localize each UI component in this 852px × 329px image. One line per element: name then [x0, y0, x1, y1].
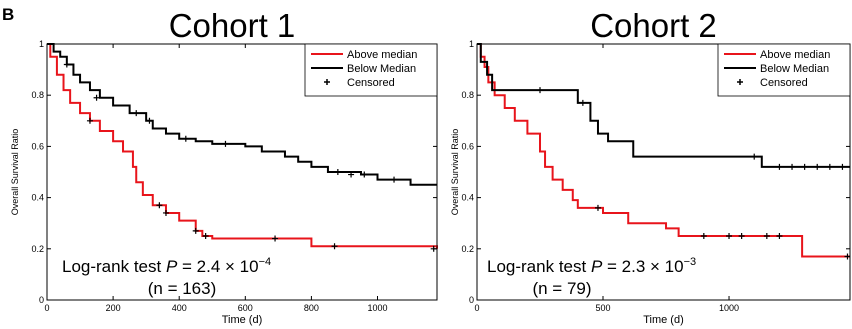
- censored-mark: [331, 243, 338, 250]
- censored-mark: [146, 117, 153, 124]
- censored-mark: [789, 163, 796, 170]
- y-tick-label: 0: [39, 295, 44, 305]
- plot-frame: [46, 43, 438, 301]
- censored-mark: [594, 204, 601, 211]
- censored-mark: [348, 171, 355, 178]
- chart: Cohort 2 0 0.2 0.4 0.6 0.8 1 0 500 1000 Time (d) Ov…: [450, 7, 851, 326]
- legend-label: Censored: [347, 77, 395, 89]
- censored-mark: [738, 233, 745, 239]
- censored-mark: [537, 87, 544, 94]
- censored-mark: [334, 169, 341, 175]
- panel-label: B: [2, 5, 14, 24]
- x-axis-label: Time (d): [643, 314, 684, 326]
- x-tick-label: 200: [106, 303, 121, 313]
- censored-mark: [86, 117, 93, 124]
- y-tick-label: 1: [469, 39, 474, 49]
- chart-title: Cohort 2: [590, 7, 717, 44]
- censored-mark: [202, 233, 209, 239]
- x-tick-label: 400: [172, 303, 187, 313]
- censored-mark: [63, 61, 70, 68]
- censored-mark: [579, 99, 586, 106]
- y-tick-label: 0.2: [461, 244, 474, 254]
- censored-mark: [839, 163, 846, 170]
- y-tick-label: 0: [469, 295, 474, 305]
- y-tick-label: 0.2: [31, 244, 44, 254]
- legend-label: Censored: [760, 77, 808, 89]
- censored-mark: [272, 235, 279, 242]
- censored-mark: [192, 227, 199, 234]
- survival-curve: [477, 43, 850, 168]
- x-tick-label: 500: [595, 303, 610, 313]
- y-axis-label: Overall Survival Ratio: [450, 129, 460, 216]
- y-tick-label: 0.4: [461, 193, 474, 203]
- x-tick-label: 1000: [367, 303, 387, 313]
- legend-censored-swatch: [324, 79, 330, 85]
- censored-mark: [751, 153, 758, 160]
- censored-mark: [700, 233, 707, 239]
- censored-mark: [726, 233, 733, 239]
- y-tick-label: 0.8: [31, 90, 44, 100]
- chart-title: Cohort 1: [169, 7, 296, 44]
- annotation: Log-rank test P = 2.4 × 10−4: [62, 256, 271, 276]
- censored-mark: [801, 163, 808, 170]
- annotation-p: P: [591, 257, 603, 276]
- censored-mark: [361, 171, 368, 178]
- censored-mark: [430, 245, 437, 252]
- legend-box: [717, 43, 851, 97]
- annotation-text: = 2.3 × 10: [602, 257, 683, 276]
- annotation-text: = 2.4 × 10: [177, 257, 258, 276]
- survival-curve: [47, 43, 438, 249]
- y-tick-label: 0.8: [461, 90, 474, 100]
- y-tick-label: 0.4: [31, 193, 44, 203]
- censored-mark: [222, 140, 229, 147]
- legend-label: Below Median: [347, 63, 416, 75]
- survival-curve: [477, 43, 850, 258]
- survival-curve: [47, 43, 437, 186]
- annotation-exponent: −3: [684, 256, 697, 268]
- annotation-text: Log-rank test: [487, 257, 591, 276]
- annotation-exponent: −4: [259, 256, 272, 268]
- censored-mark: [776, 233, 783, 239]
- x-tick-label: 1000: [719, 303, 739, 313]
- censored-mark: [391, 176, 398, 183]
- annotation-p: P: [166, 257, 178, 276]
- legend-box: [304, 43, 438, 97]
- legend-censored-swatch: [737, 79, 743, 85]
- censored-mark: [776, 163, 783, 170]
- censored-mark: [93, 94, 100, 101]
- y-tick-label: 0.6: [31, 141, 44, 151]
- x-axis-label: Time (d): [222, 314, 263, 326]
- sample-size: (n = 163): [148, 279, 217, 298]
- censored-mark: [814, 163, 821, 170]
- y-tick-label: 0.6: [461, 141, 474, 151]
- x-tick-label: 800: [304, 303, 319, 313]
- legend-label: Above median: [347, 49, 417, 61]
- censored-mark: [156, 202, 163, 209]
- annotation: Log-rank test P = 2.3 × 10−3: [487, 256, 696, 276]
- censored-mark: [763, 233, 770, 239]
- censored-mark: [844, 253, 851, 260]
- chart: Cohort 1 0 0.2 0.4 0.6 0.8 1 0 200 400 600 800 1000 T…: [10, 7, 438, 326]
- y-tick-label: 1: [39, 39, 44, 49]
- y-axis-label: Overall Survival Ratio: [10, 129, 20, 216]
- legend-label: Above median: [760, 49, 830, 61]
- annotation-text: Log-rank test: [62, 257, 166, 276]
- censored-mark: [162, 209, 169, 216]
- x-tick-label: 0: [44, 303, 49, 313]
- x-tick-label: 0: [474, 303, 479, 313]
- censored-mark: [826, 163, 833, 170]
- legend-label: Below Median: [760, 63, 829, 75]
- sample-size: (n = 79): [532, 279, 591, 298]
- censored-mark: [133, 110, 140, 117]
- censored-mark: [182, 135, 189, 142]
- x-tick-label: 600: [238, 303, 253, 313]
- plot-frame: [476, 43, 851, 301]
